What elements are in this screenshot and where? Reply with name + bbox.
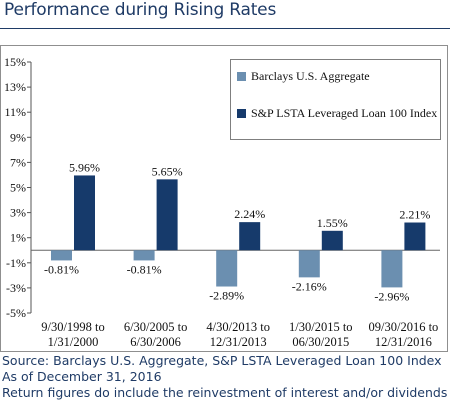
bar [321, 230, 343, 251]
data-label: 5.65% [152, 164, 183, 178]
y-tick-label: 1% [10, 231, 26, 245]
title-divider [0, 28, 450, 29]
y-tick-label: 13% [4, 80, 26, 94]
as-of-note: As of December 31, 2016 [2, 369, 162, 384]
x-tick-label: 1/30/2015 to [289, 320, 353, 334]
chart-legend: Barclays U.S. Aggregate S&P LSTA Leverag… [230, 59, 441, 140]
chart-frame [0, 45, 448, 352]
source-note: Source: Barclays U.S. Aggregate, S&P LST… [2, 353, 442, 368]
y-tick-label: 15% [4, 55, 26, 69]
bar [239, 222, 261, 251]
data-label: 5.96% [69, 160, 100, 174]
x-tick-label: 4/30/2013 to [206, 320, 270, 334]
data-label: -0.81% [44, 262, 79, 276]
y-tick-label: -5% [6, 306, 26, 320]
legend-label-barclays: Barclays U.S. Aggregate [251, 69, 370, 83]
bar [298, 250, 320, 278]
data-label: -0.81% [127, 262, 162, 276]
x-tick-label: 09/30/2016 to [369, 320, 439, 334]
data-label: -2.89% [209, 289, 244, 303]
x-tick-label: 06/30/2015 [292, 335, 349, 349]
x-tick-label: 9/30/1998 to [41, 320, 105, 334]
bar [51, 250, 72, 261]
data-label: 2.24% [234, 207, 265, 221]
legend-label-lsta: S&P LSTA Leveraged Loan 100 Index [251, 106, 438, 120]
legend-swatch-lsta [237, 109, 246, 118]
data-label: -2.16% [292, 279, 327, 293]
y-tick-label: 9% [10, 130, 26, 144]
data-label: 2.21% [399, 208, 430, 222]
y-tick-label: 3% [10, 206, 26, 220]
bar [133, 250, 155, 261]
bar [156, 179, 178, 251]
bar [381, 250, 403, 288]
x-tick-label: 6/30/2005 to [124, 320, 188, 334]
page-title: Performance during Rising Rates [4, 0, 277, 20]
y-tick-label: -1% [6, 256, 26, 270]
x-tick-label: 1/31/2000 [48, 335, 99, 349]
legend-swatch-barclays [237, 72, 246, 81]
y-tick-label: 7% [10, 155, 26, 169]
y-tick-label: -3% [6, 281, 26, 295]
y-tick-label: 5% [10, 181, 26, 195]
x-tick-label: 6/30/2006 [130, 335, 181, 349]
legend-item-barclays: Barclays U.S. Aggregate [237, 69, 370, 84]
legend-item-lsta: S&P LSTA Leveraged Loan 100 Index [237, 106, 437, 121]
bar [404, 222, 426, 251]
x-tick-label: 12/31/2016 [375, 335, 432, 349]
x-tick-label: 12/31/2013 [210, 335, 267, 349]
bar [216, 250, 238, 287]
bar [74, 175, 95, 251]
data-label: -2.96% [374, 289, 409, 303]
return-note: Return figures do include the reinvestme… [2, 385, 448, 400]
y-tick-label: 11% [4, 105, 26, 119]
data-label: 1.55% [317, 216, 348, 230]
